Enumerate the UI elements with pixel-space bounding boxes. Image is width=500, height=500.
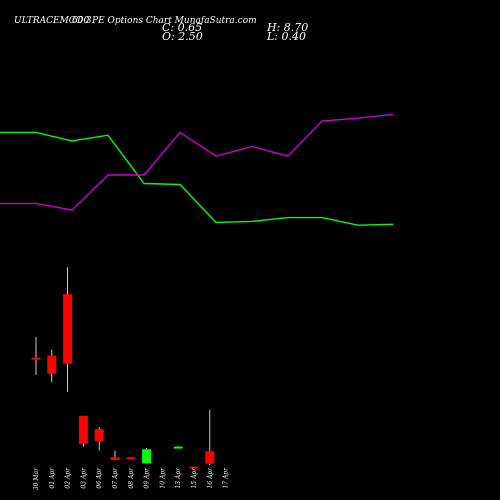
x-tick-label: 06 Apr xyxy=(96,467,103,489)
x-tick-label: 02 Apr xyxy=(65,467,72,489)
x-tick-label: 13 Apr xyxy=(175,467,182,489)
candle-body xyxy=(189,466,199,469)
candle-body xyxy=(173,446,183,449)
x-tick-label: 08 Apr xyxy=(128,467,135,489)
x-tick-label: 10 Apr xyxy=(159,467,166,489)
x-tick-label: 03 Apr xyxy=(80,467,87,489)
green-indicator-line xyxy=(0,131,394,226)
x-tick-label: 09 Apr xyxy=(144,467,151,489)
open-value: O: 2.50 xyxy=(162,30,203,43)
candle-body xyxy=(63,294,73,364)
x-tick-label: 16 Apr xyxy=(207,467,214,489)
candles xyxy=(31,267,215,469)
candle-body xyxy=(205,451,215,464)
x-tick-label: 15 Apr xyxy=(191,467,198,489)
candle-body xyxy=(126,457,136,460)
x-tick-label: 17 Apr xyxy=(223,467,230,489)
magenta-indicator-line xyxy=(0,113,394,211)
close-value: C: 0.65 xyxy=(162,21,203,34)
high-value: H: 8.70 xyxy=(267,21,309,34)
candle-body xyxy=(142,449,152,464)
candle-body xyxy=(31,357,41,360)
candle-body xyxy=(78,415,88,444)
candle-body xyxy=(47,355,57,374)
chart-subtitle: 600 PE Options Chart MunafaSutra.com xyxy=(72,16,257,26)
overlay-lines xyxy=(0,113,394,226)
candle-body xyxy=(110,457,120,460)
x-axis-labels: 30 Mar 01 Apr 02 Apr 03 Apr 06 Apr 07 Apr 08 A… xyxy=(33,467,230,490)
low-value: L: 0.40 xyxy=(267,30,306,43)
chart-title: ULTRACEMCO 3 xyxy=(14,16,92,26)
candle-body xyxy=(94,429,104,442)
x-tick-label: 30 Mar xyxy=(33,467,40,490)
x-tick-label: 01 Apr xyxy=(49,467,56,489)
x-tick-label: 07 Apr xyxy=(112,467,119,489)
